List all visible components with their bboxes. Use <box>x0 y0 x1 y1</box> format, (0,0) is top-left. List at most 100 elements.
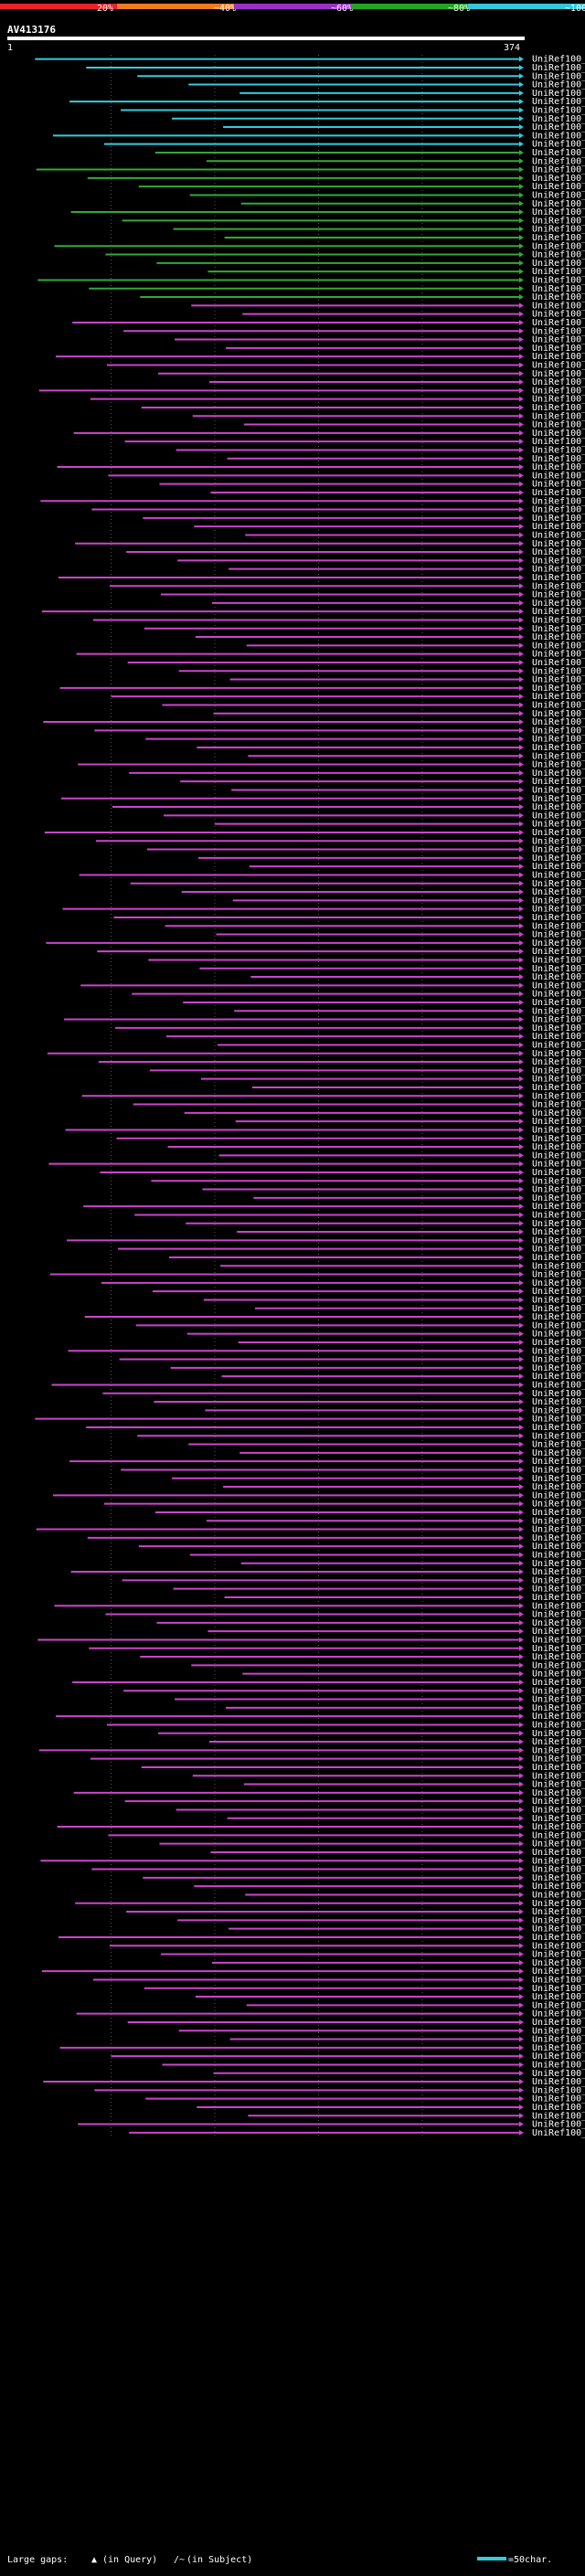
hit-id-label[interactable]: UniRef100_Q4VV50 <box>532 972 585 982</box>
hit-row[interactable]: UniRef100_P06671 <box>91 505 585 515</box>
hit-row[interactable]: UniRef100_A4GPK3 <box>166 1032 585 1042</box>
hit-id-label[interactable]: UniRef100_A4GPL0 <box>532 1006 585 1016</box>
hit-row[interactable]: UniRef100_Q46185 <box>218 1150 585 1161</box>
hit-row[interactable]: UniRef100_B1P3L36 <box>251 1083 585 1093</box>
hit-id-label[interactable]: UniRef100_Q39942 <box>532 1992 585 2002</box>
hit-id-label[interactable]: UniRef100_P04783 <box>532 1915 585 1925</box>
hit-row[interactable]: UniRef100_B1P009 <box>239 1448 585 1458</box>
hit-id-label[interactable]: UniRef100_Q41447 <box>532 581 585 591</box>
hit-row[interactable]: UniRef100_A5BFB2 <box>68 1346 585 1356</box>
hit-row[interactable]: UniRef100_A2SY46 <box>41 1966 585 1977</box>
hit-id-label[interactable]: UniRef100_B7SHW2 <box>532 233 585 243</box>
hit-id-label[interactable]: UniRef100_A4GPK7 <box>532 1023 585 1034</box>
hit-id-label[interactable]: UniRef100_A9QJP9 <box>532 1958 585 1968</box>
hit-row[interactable]: UniRef100_Q24226 <box>108 1830 585 1840</box>
hit-id-label[interactable]: UniRef100_Q24401 <box>532 1822 585 1832</box>
hit-row[interactable]: UniRef100_A9PGZ3 <box>35 55 585 65</box>
hit-id-label[interactable]: UniRef100_Q40039 <box>532 182 585 192</box>
hit-id-label[interactable]: UniRef100_Q52FS0 <box>532 1805 585 1815</box>
hit-row[interactable]: UniRef100_A4GP13 <box>143 514 585 524</box>
hit-id-label[interactable]: UniRef100_Q9S904 <box>532 1380 585 1390</box>
hit-id-label[interactable]: UniRef100_B9S127 <box>532 1848 585 1858</box>
hit-row[interactable]: UniRef100_B4FG80 <box>159 480 585 490</box>
hit-row[interactable]: UniRef100_Q38SP2 <box>157 369 585 379</box>
hit-row[interactable]: UniRef100_Q0QY42 <box>79 870 585 880</box>
hit-row[interactable]: UniRef100_Q1A179 <box>197 743 585 753</box>
hit-id-label[interactable]: UniRef100_B7E664 <box>532 1856 585 1866</box>
hit-id-label[interactable]: UniRef100_A9P7S2 <box>532 2094 585 2104</box>
hit-row[interactable]: UniRef100_Q4VV59 <box>72 1678 585 1688</box>
hit-row[interactable]: UniRef100_C5TNE3 <box>229 2035 585 2045</box>
hit-id-label[interactable]: UniRef100_C0PQD7 <box>532 1559 585 1569</box>
hit-row[interactable]: UniRef100_C6THE6 <box>239 89 585 99</box>
hit-row[interactable]: UniRef100_Q9LE98 <box>97 947 585 957</box>
hit-id-label[interactable]: UniRef100_A9NR52 <box>532 1193 585 1203</box>
hit-row[interactable]: UniRef100_Q40961 <box>137 1431 585 1441</box>
hit-row[interactable]: UniRef100_Q4VV47 <box>35 1415 585 1425</box>
hit-row[interactable]: UniRef100_P27492 <box>246 641 585 651</box>
hit-id-label[interactable]: UniRef100_C5YPS1 <box>532 2026 585 2036</box>
hit-row[interactable]: UniRef100_Q53NB1 <box>70 207 585 217</box>
hit-row[interactable]: UniRef100_P27497 <box>126 547 585 557</box>
hit-id-label[interactable]: UniRef100_C1K5C9 <box>532 105 585 115</box>
hit-row[interactable]: UniRef100_B4G1J4 <box>173 1585 585 1595</box>
hit-row[interactable]: UniRef100_Q64450 <box>76 650 585 660</box>
hit-id-label[interactable]: UniRef100_Q24226 <box>532 1830 585 1840</box>
hit-row[interactable]: UniRef100_Q04885 <box>159 1839 585 1850</box>
hit-id-label[interactable]: UniRef100_Q64444 <box>532 1304 585 1314</box>
hit-row[interactable]: UniRef100_Q4VV50 <box>250 972 585 982</box>
hit-id-label[interactable]: UniRef100_Q9M0E6 <box>532 905 585 915</box>
hit-row[interactable]: UniRef100_A2ZDD1 <box>173 225 585 235</box>
hit-id-label[interactable]: UniRef100_C5Y883 <box>532 760 585 770</box>
hit-id-label[interactable]: UniRef100_B1PL28 <box>532 1601 585 1611</box>
hit-row[interactable]: UniRef100_A4GPJ6 <box>133 1100 585 1110</box>
hit-row[interactable]: UniRef100_P04780 <box>181 887 585 897</box>
hit-row[interactable]: UniRef100_P04778 <box>216 930 585 940</box>
hit-row[interactable]: UniRef100_A9P002 <box>202 1185 585 1195</box>
hit-row[interactable]: UniRef100_Q39780 <box>246 2000 585 2010</box>
hit-id-label[interactable]: UniRef100_Q41424 <box>532 1245 585 1255</box>
hit-row[interactable]: UniRef100_P15193 <box>165 921 585 931</box>
hit-id-label[interactable]: UniRef100_A2SY33 <box>532 1108 585 1118</box>
hit-id-label[interactable]: UniRef100_Q9ZSJ4 <box>532 1797 585 1807</box>
hit-id-label[interactable]: UniRef100_Q40788 <box>532 1686 585 1696</box>
hit-row[interactable]: UniRef100_B5AA14 <box>124 437 585 447</box>
hit-id-label[interactable]: UniRef100_Q9M600 <box>532 836 585 846</box>
hit-row[interactable]: UniRef100_Q9SF89 <box>52 131 585 141</box>
hit-row[interactable]: UniRef100_B8LLF1 <box>84 1312 585 1322</box>
hit-id-label[interactable]: UniRef100_B9S1T5 <box>532 97 585 107</box>
hit-id-label[interactable]: UniRef100_Q40657 <box>532 2018 585 2028</box>
hit-row[interactable]: UniRef100_Q08MY4 <box>83 1202 585 1212</box>
hit-id-label[interactable]: UniRef100_Q4VV57 <box>532 1405 585 1415</box>
hit-id-label[interactable]: UniRef100_Q4VNC5 <box>532 114 585 124</box>
hit-row[interactable]: UniRef100_Q40771 <box>87 1533 585 1543</box>
hit-row[interactable]: UniRef100_Q9ZQV2 <box>46 938 585 949</box>
hit-id-label[interactable]: UniRef100_B1P3L36 <box>532 1083 585 1093</box>
hit-row[interactable]: UniRef100_A4GPJ9 <box>38 386 585 396</box>
hit-id-label[interactable]: UniRef100_B1PL34 <box>532 1320 585 1330</box>
hit-row[interactable]: UniRef100_A1S936 <box>229 675 585 685</box>
hit-id-label[interactable]: UniRef100_P27517 <box>532 684 585 694</box>
hit-id-label[interactable]: UniRef100_P27493 <box>532 1372 585 1382</box>
hit-row[interactable]: UniRef100_P07370 <box>119 1355 585 1365</box>
hit-row[interactable]: UniRef100_A9NSH6 <box>207 267 585 277</box>
hit-row[interactable]: UniRef100_Q39942 <box>195 1992 585 2002</box>
hit-row[interactable]: UniRef100_A9NZL0 <box>105 1610 585 1620</box>
hit-row[interactable]: UniRef100_C4TNZ9 <box>55 1712 585 1722</box>
hit-row[interactable]: UniRef100_A9NPE9 <box>207 1627 585 1637</box>
hit-id-label[interactable]: UniRef100_Q6FDX1 <box>532 122 585 133</box>
hit-row[interactable]: UniRef100_A9PJH7 <box>58 1933 585 1943</box>
hit-id-label[interactable]: UniRef100_A4GKX4 <box>532 360 585 370</box>
hit-id-label[interactable]: UniRef100_Q67TM3 <box>532 1219 585 1229</box>
hit-id-label[interactable]: UniRef100_A9NXZ1 <box>532 1865 585 1875</box>
hit-id-label[interactable]: UniRef100_Q07JW3 <box>532 1338 585 1348</box>
hit-row[interactable]: UniRef100_A4GPK5 <box>145 735 585 745</box>
hit-id-label[interactable]: UniRef100_Q81391 <box>532 1703 585 1713</box>
hit-row[interactable]: UniRef100_Q9LE97 <box>213 709 585 719</box>
hit-id-label[interactable]: UniRef100_Q9SF89 <box>532 131 585 141</box>
hit-row[interactable]: UniRef100_A4GPN1 <box>208 377 585 387</box>
hit-row[interactable]: UniRef100_Q67TD0 <box>231 785 585 795</box>
hit-id-label[interactable]: UniRef100_A5BS23 <box>532 63 585 73</box>
hit-id-label[interactable]: UniRef100_Q4VV60 <box>532 1670 585 1680</box>
hit-id-label[interactable]: UniRef100_A9NSG6 <box>532 573 585 583</box>
